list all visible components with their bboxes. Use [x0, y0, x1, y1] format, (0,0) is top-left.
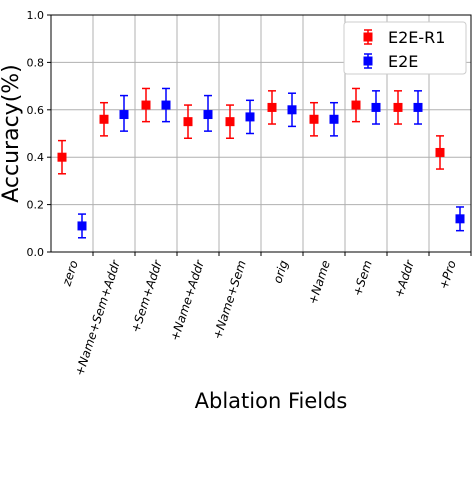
data-point [351, 100, 361, 110]
marks-layer [57, 87, 465, 239]
y-tick-label: 0.0 [27, 246, 45, 259]
data-point [435, 147, 445, 157]
data-point [371, 102, 381, 112]
legend-box [343, 21, 467, 75]
data-point [99, 114, 109, 124]
data-point [119, 110, 129, 120]
data-point [287, 105, 297, 115]
legend-label: E2E-R1 [388, 28, 445, 47]
legend-items: E2E-R1 E2E [363, 28, 445, 71]
x-tick-label: +Name+Addr [168, 258, 208, 343]
x-tick-label: +Sem [350, 259, 375, 298]
y-tick-label: 1.0 [27, 9, 45, 22]
legend: E2E-R1 E2E [343, 21, 467, 75]
x-tick-label: +Name [305, 259, 332, 307]
data-point [203, 110, 213, 120]
legend-marker [363, 32, 373, 42]
data-point [455, 214, 465, 224]
y-tick-label: 0.4 [27, 151, 45, 164]
data-point [329, 114, 339, 124]
legend-marker [363, 56, 373, 66]
data-point [183, 117, 193, 127]
data-point [57, 152, 67, 162]
x-tick-label: +Pro [436, 259, 458, 291]
data-point [225, 117, 235, 127]
legend-label: E2E [388, 52, 418, 71]
x-tick-label: +Addr [392, 258, 418, 300]
data-point [309, 114, 319, 124]
x-tick-label: orig [270, 258, 291, 285]
data-point [245, 112, 255, 122]
x-tick-label: zero [59, 259, 81, 289]
y-tick-label: 0.6 [27, 104, 45, 117]
y-axis-label: Accuracy(%) [0, 64, 24, 203]
x-tick-label: +Name+Sem [210, 259, 249, 342]
data-point [413, 102, 423, 112]
y-tick-label: 0.8 [27, 56, 45, 69]
x-axis-label: Ablation Fields [195, 389, 348, 413]
x-tick-label: +Sem+Addr [128, 258, 165, 335]
y-tick-label: 0.2 [27, 199, 45, 212]
data-point [267, 102, 277, 112]
data-point [141, 100, 151, 110]
data-point [77, 221, 87, 231]
x-tick-label: +Name+Sem+Addr [72, 258, 123, 378]
data-point [161, 100, 171, 110]
data-point [393, 102, 403, 112]
